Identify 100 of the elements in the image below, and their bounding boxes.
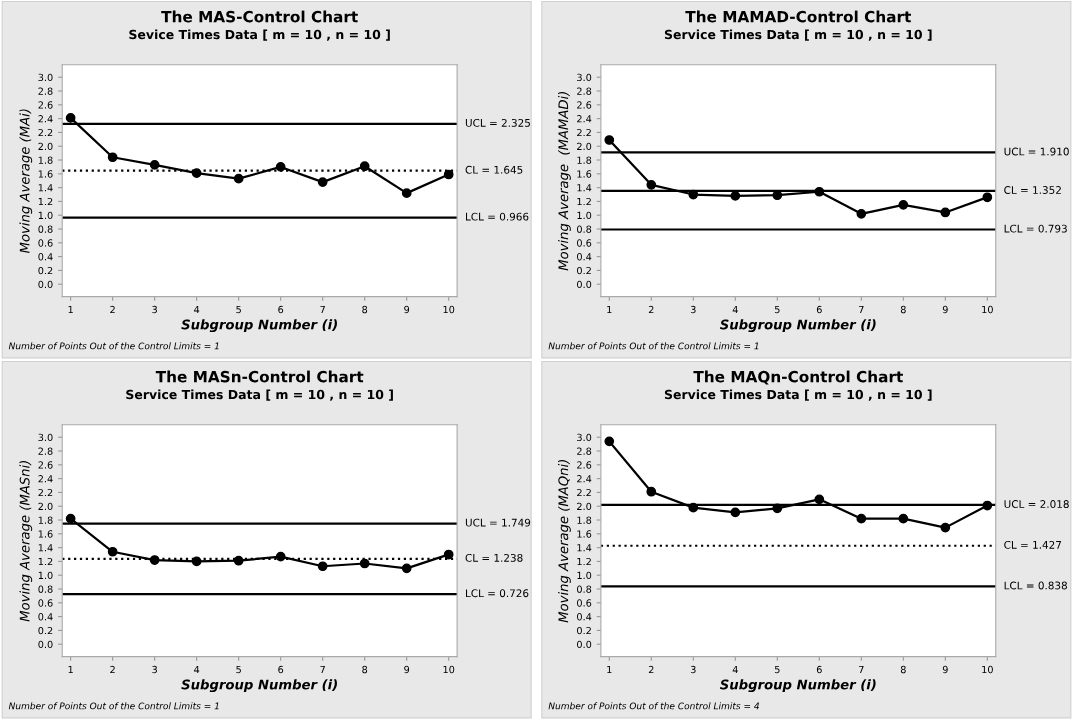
point [730,191,741,201]
chart-subtitle: Service Times Data [ m = 10 , n = 10 ] [126,389,393,401]
point [604,135,615,145]
y-tick-label: 0.0 [577,640,592,649]
x-tick-label: 2 [110,305,115,314]
y-tick-label: 1.8 [577,156,592,164]
point [275,551,286,562]
chart-title: The MAS-Control Chart [161,10,358,23]
y-tick-label: 0.2 [38,626,53,635]
point [401,563,412,574]
y-tick-label: 0.8 [577,585,592,593]
ref-line-label: UCL = 2.018 [1004,500,1069,508]
y-tick-label: 2.8 [38,87,53,95]
y-tick-label: 3.0 [38,73,53,82]
text: Number of Points Out of the Control Limits = 1 [548,342,759,350]
x-tick-label: 10 [982,665,993,674]
x-tick-label: 3 [690,305,696,314]
x-tick-label: 4 [732,665,738,674]
point [359,161,370,172]
chart-subtitle: Service Times Data [ m = 10 , n = 10 ] [664,29,932,41]
point [359,558,370,569]
y-tick-label: 1.2 [577,197,591,206]
point [149,159,160,170]
x-tick-label: 4 [194,665,200,674]
point [856,208,867,219]
chart-subtitle: Service Times Data [ m = 10 , n = 10 ] [664,389,932,401]
y-tick-label: 2.0 [38,142,53,151]
y-tick-label: 1.8 [577,516,592,524]
y-tick-label: 0.8 [38,225,53,233]
x-tick-label: 10 [443,305,455,314]
x-tick-label: 8 [362,665,368,674]
ref-line-label: UCL = 1.749 [465,518,531,527]
x-tick-label: 3 [152,665,157,674]
x-tick-label: 4 [194,305,200,314]
text: Number of Points Out of the Control Limits = 1 [8,702,219,710]
point [107,152,118,163]
ref-line-label: CL = 1.238 [465,553,523,562]
ref-line-label: LCL = 0.793 [1004,224,1067,233]
y-tick-label: 1.2 [38,197,53,206]
y-tick-label: 2.2 [38,488,53,497]
y-tick-label: 0.6 [577,239,592,247]
y-tick-label: 2.6 [38,101,53,109]
ref-line-label: UCL = 2.325 [465,118,530,127]
x-tick-label: 1 [607,665,612,674]
y-tick-label: 1.6 [577,530,592,538]
y-tick-label: 0.6 [577,599,592,607]
y-tick-label: 1.2 [38,557,53,566]
y-tick-label: 1.6 [38,170,53,178]
ref-line-label: LCL = 0.838 [1004,581,1067,590]
x-tick-label: 7 [320,305,325,314]
x-tick-label: 3 [690,665,696,674]
point [233,173,244,184]
text: Number of Points Out of the Control Limits = 1 [8,342,219,350]
point [604,436,615,447]
point [898,200,909,210]
y-tick-label: 1.0 [577,211,592,220]
y-tick-label: 2.0 [38,502,53,511]
point [688,189,699,200]
x-tick-label: 7 [859,665,864,674]
y-tick-label: 1.8 [38,156,53,164]
y-tick-label: 0.4 [38,253,53,261]
chart-title: The MASn-Control Chart [155,370,364,383]
y-tick-label: 2.8 [577,87,592,95]
x-tick-label: 8 [362,305,368,314]
x-tick-label: 10 [443,665,455,674]
y-tick-label: 2.4 [38,475,53,483]
x-tick-label: 1 [607,305,612,314]
point [191,556,202,567]
x-tick-label: 2 [648,305,654,314]
y-tick-label: 1.6 [38,530,53,538]
ref-line-label: UCL = 1.910 [1004,147,1069,156]
y-tick-label: 0.6 [38,239,53,247]
y-tick-label: 0.0 [38,640,53,649]
x-tick-label: 5 [236,305,241,314]
x-tick-label: 9 [404,305,410,314]
y-axis-title: Moving Average (MAi) [19,109,33,254]
y-tick-label: 2.2 [577,488,591,497]
x-tick-label: 1 [68,665,73,674]
x-tick-label: 2 [110,665,115,674]
text: Number of Points Out of the Control Limits = 4 [548,702,759,710]
y-tick-label: 1.8 [38,516,53,524]
x-tick-label: 6 [816,305,822,314]
y-tick-label: 0.4 [38,613,53,621]
y-tick-label: 3.0 [577,433,592,442]
point [233,555,244,566]
y-tick-label: 2.4 [577,115,592,123]
x-axis-title: Subgroup Number (i) [181,679,337,693]
y-tick-label: 2.0 [577,502,592,511]
point [772,503,783,514]
y-tick-label: 2.2 [577,128,591,137]
chart-title: The MAMAD-Control Chart [685,10,911,23]
x-tick-label: 4 [732,305,738,314]
point [856,513,867,524]
x-tick-label: 9 [404,665,410,674]
y-tick-label: 0.4 [577,613,592,621]
y-axis-title: Moving Average (MAQni) [558,460,571,623]
y-tick-label: 0.4 [577,253,592,261]
x-tick-label: 7 [320,665,325,674]
x-tick-label: 7 [859,305,864,314]
point [940,522,951,533]
